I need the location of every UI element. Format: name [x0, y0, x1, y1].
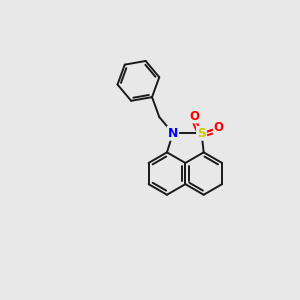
Text: N: N [168, 127, 178, 140]
Text: O: O [214, 122, 224, 134]
Text: O: O [189, 110, 199, 123]
Text: S: S [197, 127, 206, 140]
